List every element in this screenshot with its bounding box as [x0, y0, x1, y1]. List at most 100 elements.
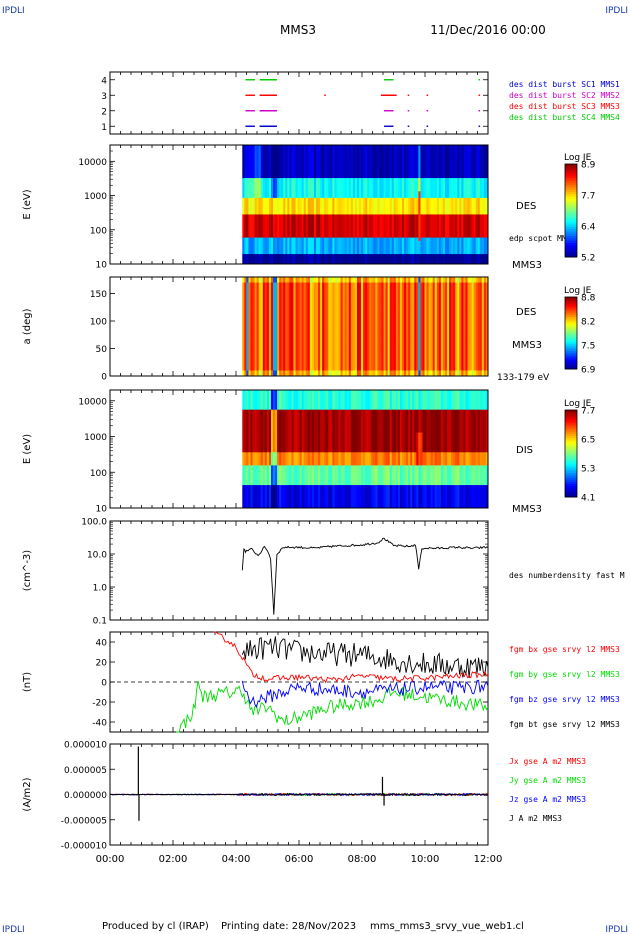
- spectrogram-cell: [309, 187, 313, 192]
- spectrogram-cell: [463, 227, 466, 232]
- spectrogram-cell: [242, 293, 245, 297]
- spectrogram-cell: [320, 204, 323, 209]
- spectrogram-cell: [477, 174, 481, 179]
- spectrogram-cell: [393, 214, 397, 219]
- spectrogram-cell: [457, 260, 460, 265]
- spectrogram-cell: [453, 250, 456, 255]
- spectrogram-cell: [299, 247, 303, 252]
- spectrogram-cell: [246, 184, 249, 189]
- spectrogram-cell: [309, 234, 313, 238]
- spectrogram-cell: [389, 174, 393, 179]
- spectrogram-cell: [328, 234, 331, 238]
- spectrogram-cell: [436, 224, 440, 229]
- spectrogram-cell: [485, 145, 489, 149]
- spectrogram-cell: [363, 244, 366, 248]
- spectrogram-cell: [397, 257, 401, 262]
- spectrogram-cell: [438, 145, 442, 149]
- spectrogram-cell: [311, 260, 315, 265]
- spectrogram-cell: [342, 237, 346, 242]
- spectrogram-cell: [260, 148, 264, 153]
- spectrogram-cell: [424, 257, 427, 262]
- spectrogram-cell: [344, 237, 348, 242]
- spectrogram-cell: [281, 234, 284, 238]
- spectrogram-cell: [471, 145, 475, 149]
- spectrogram-cell: [301, 151, 305, 156]
- spectrogram-cell: [457, 178, 460, 182]
- spectrogram-cell: [285, 240, 288, 245]
- spectrogram-cell: [428, 184, 432, 189]
- spectrogram-cell: [375, 224, 378, 229]
- spectrogram-cell: [402, 240, 405, 245]
- spectrogram-cell: [346, 221, 350, 225]
- spectrogram-cell: [391, 181, 395, 186]
- spectrogram-cell: [344, 211, 348, 215]
- spectrogram-cell: [391, 244, 395, 248]
- spectrogram-cell: [254, 365, 258, 369]
- spectrogram-cell: [483, 217, 487, 222]
- spectrogram-cell: [406, 250, 409, 255]
- spectrogram-cell: [252, 207, 255, 212]
- spectrogram-cell: [281, 178, 284, 182]
- spectrogram-cell: [445, 145, 448, 149]
- spectrogram-cell: [359, 171, 362, 176]
- colorbar-segment: [565, 180, 577, 184]
- spectrogram-cell: [313, 230, 317, 235]
- spectrogram-cell: [332, 227, 335, 232]
- spectrogram-cell: [473, 254, 477, 258]
- spectrogram-cell: [248, 194, 251, 199]
- spectrogram-cell: [422, 201, 425, 205]
- spectrogram-cell: [340, 164, 344, 169]
- spectrogram-cell: [246, 323, 249, 327]
- spectrogram-cell: [377, 181, 380, 186]
- spectrogram-cell: [277, 221, 280, 225]
- spectrogram-cell: [275, 230, 278, 235]
- spectrogram-cell: [338, 207, 341, 212]
- spectrogram-cell: [352, 211, 356, 215]
- spectrogram-cell: [434, 178, 438, 182]
- spectrogram-cell: [252, 164, 255, 169]
- spectrogram-cell: [252, 279, 255, 283]
- spectrogram-cell: [250, 310, 253, 314]
- spectrogram-cell: [313, 184, 317, 189]
- spectrogram-cell: [303, 211, 307, 215]
- spectrogram-cell: [447, 151, 450, 156]
- spectrogram-cell: [289, 237, 292, 242]
- spectrogram-cell: [336, 178, 339, 182]
- spectrogram-cell: [322, 184, 325, 189]
- spectrogram-cell: [379, 234, 382, 238]
- spectrogram-cell: [324, 237, 327, 242]
- spectrogram-cell: [295, 145, 298, 149]
- spectrogram-cell: [346, 191, 350, 195]
- spectrogram-cell: [340, 204, 344, 209]
- spectrogram-cell: [301, 178, 305, 182]
- spectrogram-cell: [307, 240, 311, 245]
- spectrogram-cell: [395, 154, 399, 159]
- spectrogram-cell: [377, 187, 380, 192]
- spectrogram-cell: [295, 244, 298, 248]
- spectrogram-cell: [432, 224, 436, 229]
- spectrogram-cell: [307, 221, 311, 225]
- spectrogram-cell: [309, 247, 313, 252]
- spectrogram-cell: [285, 204, 288, 209]
- spectrogram-cell: [453, 260, 456, 265]
- spectrogram-cell: [248, 181, 251, 186]
- spectrogram-cell: [420, 257, 423, 262]
- spectrogram-cell: [289, 201, 292, 205]
- spectrogram-cell: [262, 250, 266, 255]
- spectrogram-cell: [367, 174, 370, 179]
- spectrogram-cell: [242, 257, 245, 262]
- spectrogram-cell: [350, 217, 354, 222]
- spectrogram-cell: [283, 148, 286, 153]
- spectrogram-cell: [277, 164, 280, 169]
- spectrogram-cell: [418, 230, 421, 235]
- spectrogram-cell: [270, 204, 274, 209]
- spectrogram-cell: [404, 187, 407, 192]
- spectrogram-cell: [313, 247, 317, 252]
- colorbar-segment: [565, 240, 577, 244]
- spectrogram-cell: [344, 257, 348, 262]
- spectrogram-cell: [338, 158, 341, 162]
- spectrogram-cell: [461, 164, 464, 169]
- spectrogram-cell: [266, 224, 270, 229]
- spectrogram-cell: [352, 187, 356, 192]
- spectrogram-cell: [477, 237, 481, 242]
